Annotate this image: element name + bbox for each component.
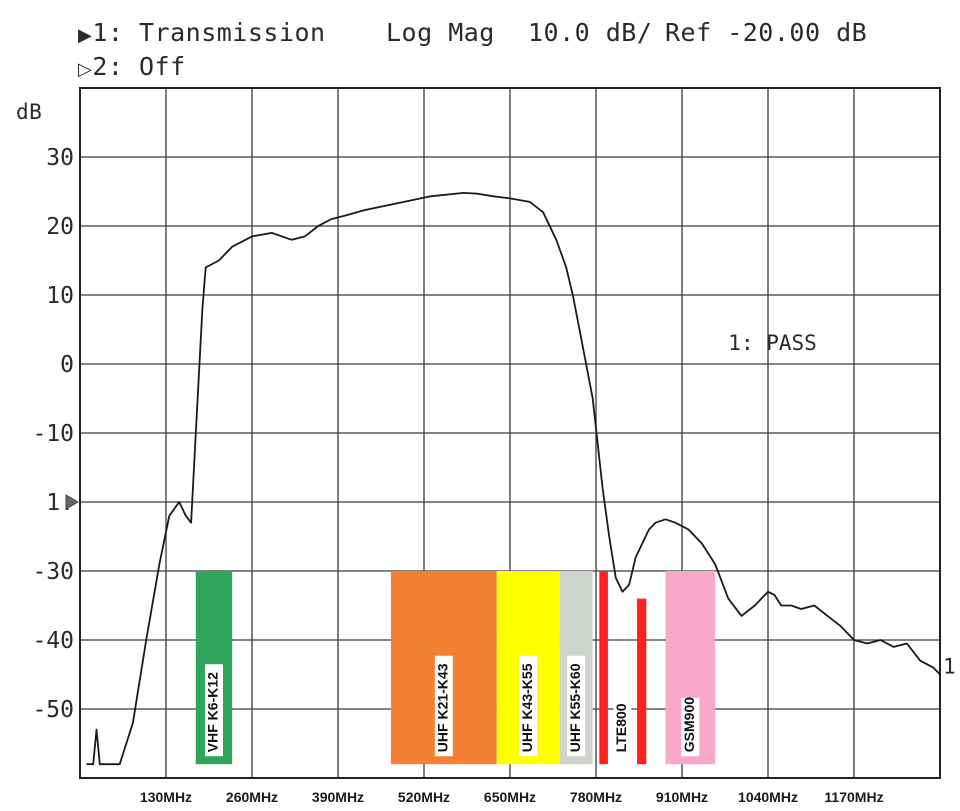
band-label: UHF K55-K60 [567,663,583,752]
reference-label: Ref -20.00 dB [665,18,868,47]
x-tick-label: 260MHz [226,789,278,805]
ch2-label: 2: Off [92,52,186,81]
y-tick-label: -50 [32,697,74,723]
scale-label: 10.0 dB/ [528,18,653,47]
band-label: LTE800 [613,703,629,752]
trace-line [86,191,941,766]
y-axis-unit: dB [16,100,43,124]
x-tick-label: 650MHz [484,789,536,805]
y-tick-label: -30 [32,559,74,585]
ch1-status: ▶1: Transmission [78,18,326,47]
band-label-bg [567,655,586,757]
ch1-label: 1: Transmission [92,18,326,47]
ch2-status: ▷2: Off [78,52,186,81]
frequency-bands: VHF K6-K12 UHF K21-K43 UHF K43-K55 UHF K55-… [195,571,716,765]
band-label-bg [681,697,700,757]
reference-marker-icon [65,494,79,510]
band-label: UHF K43-K55 [519,663,535,752]
ch2-inactive-marker-icon: ▷ [78,59,93,80]
band-label: UHF K21-K43 [435,663,451,752]
y-tick-label: 20 [46,214,74,240]
band-rect [599,571,608,765]
x-axis-ticks: 130MHz 260MHz 390MHz 520MHz 650MHz 780MHz 910M… [140,789,884,805]
chart-grid [79,87,941,779]
plot-frame [79,87,941,779]
y-tick-label: 10 [46,283,74,309]
y-tick-label: -10 [32,421,74,447]
band-label: VHF K6-K12 [205,672,221,752]
trace-end-label: 1 [943,655,956,679]
pass-indicator: 1: PASS [728,331,817,355]
band-label: GSM900 [681,697,697,752]
y-tick-label: 30 [46,145,74,171]
band-rect [637,598,647,765]
x-tick-label: 780MHz [570,789,622,805]
band-label-bg [204,664,223,757]
x-tick-label: 130MHz [140,789,192,805]
x-tick-label: 1040MHz [738,789,798,805]
chart-annotations: 1: PASS 1 [728,331,955,678]
ch1-active-marker-icon: ▶ [78,25,93,46]
x-tick-label: 910MHz [656,789,708,805]
y-tick-label: -40 [32,628,74,654]
band-label-bg [519,655,538,757]
x-tick-label: 1170MHz [824,789,883,805]
band-label-bg [434,655,453,757]
x-tick-label: 390MHz [312,789,364,805]
y-tick-label: 0 [60,352,74,378]
transmission-trace [86,191,941,766]
band-label-bg [613,697,632,757]
x-tick-label: 520MHz [398,789,450,805]
format-label: Log Mag [386,18,495,47]
